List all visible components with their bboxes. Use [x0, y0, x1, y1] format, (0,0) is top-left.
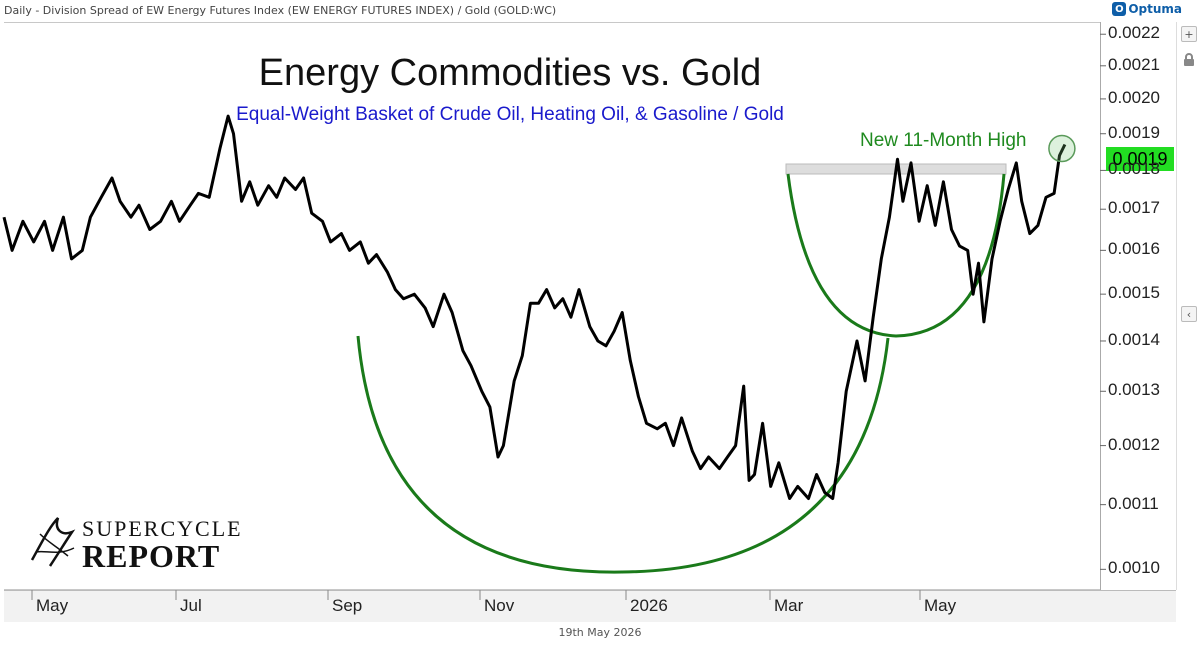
cup-arc — [356, 335, 890, 574]
y-tick-label: 0.0016 — [1108, 239, 1160, 259]
y-tick-label: 0.0021 — [1108, 54, 1160, 74]
optuma-logo: O Optuma — [1112, 2, 1182, 16]
chart-title: Energy Commodities vs. Gold — [258, 52, 762, 94]
y-tick-label: 0.0011 — [1108, 493, 1159, 513]
y-tick-label: 0.0018 — [1108, 159, 1160, 179]
annotation-new-high: New 11-Month High — [860, 130, 1027, 151]
y-tick-label: 0.0015 — [1108, 283, 1160, 303]
lock-icon[interactable] — [1181, 52, 1197, 68]
chart-header: Daily - Division Spread of EW Energy Fut… — [0, 0, 1200, 22]
brand-line2: REPORT — [82, 538, 221, 574]
x-tick-label: Sep — [332, 596, 363, 615]
plot-area[interactable] — [4, 22, 1100, 590]
brand-line1: SUPERCYCLE — [82, 516, 243, 541]
handle-arc — [786, 173, 1006, 338]
x-tick-label: Jul — [180, 596, 202, 615]
y-tick-label: 0.0010 — [1108, 558, 1160, 578]
x-tick-label: Mar — [774, 596, 804, 615]
last-point-highlight — [1048, 134, 1076, 163]
y-tick-label: 0.0017 — [1108, 198, 1160, 218]
supercycle-report-logo: SUPERCYCLE REPORT — [28, 512, 268, 576]
y-tick-label: 0.0020 — [1108, 87, 1160, 107]
y-axis[interactable] — [1100, 22, 1176, 590]
y-tick-label: 0.0012 — [1108, 434, 1160, 454]
chart-info-text: Daily - Division Spread of EW Energy Fut… — [4, 4, 557, 17]
optuma-logo-text: Optuma — [1128, 2, 1182, 16]
brand-emblem-icon — [30, 517, 76, 567]
chart-footer: 19th May 2026 — [0, 622, 1200, 646]
y-tick-label: 0.0013 — [1108, 380, 1160, 400]
y-tick-label: 0.0019 — [1108, 122, 1160, 142]
y-tick-label: 0.0014 — [1108, 329, 1160, 349]
x-tick-label: May — [924, 596, 957, 615]
plus-icon[interactable]: + — [1181, 26, 1197, 42]
right-toolbar: + ‹ — [1176, 22, 1200, 590]
y-tick-label: 0.0022 — [1108, 23, 1160, 43]
footer-date: 19th May 2026 — [558, 626, 642, 639]
x-tick-label: 2026 — [630, 596, 668, 615]
optuma-logo-icon: O — [1112, 2, 1127, 16]
x-tick-label: May — [36, 596, 69, 615]
series-line — [2, 114, 1067, 500]
x-tick-label: Nov — [484, 596, 515, 615]
chart-subtitle: Equal-Weight Basket of Crude Oil, Heatin… — [236, 104, 784, 125]
x-axis[interactable] — [4, 590, 1176, 622]
last-value-badge: 0.0019 — [1106, 147, 1174, 171]
chevron-left-icon[interactable]: ‹ — [1181, 306, 1197, 322]
